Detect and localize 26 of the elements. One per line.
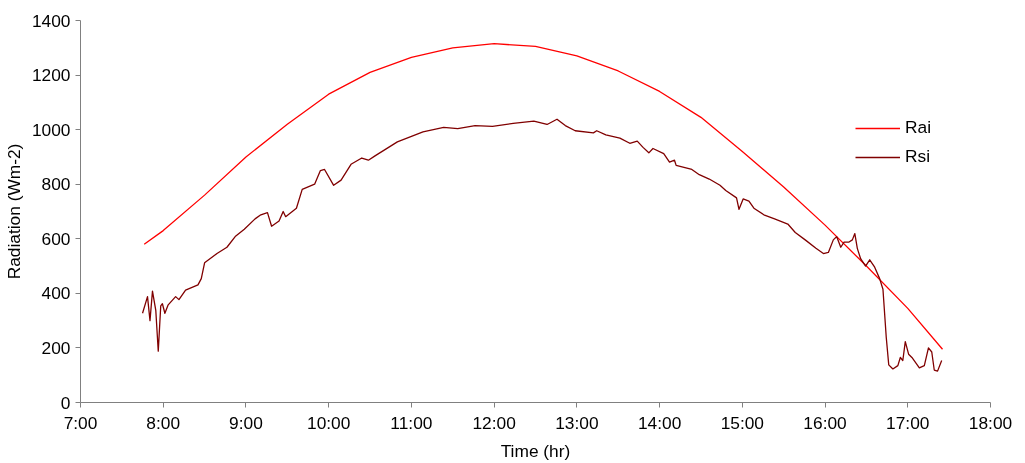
x-tick-label: 11:00 — [390, 412, 433, 433]
x-tick-label: 8:00 — [146, 412, 181, 433]
x-tick-label: 10:00 — [307, 412, 351, 433]
x-tick-label: 14:00 — [637, 412, 682, 433]
x-tick-label: 9:00 — [229, 412, 263, 433]
legend-label: Rai — [905, 117, 932, 138]
x-axis-title: Time (hr) — [500, 440, 571, 461]
y-tick-label: 800 — [41, 174, 71, 195]
x-tick-label: 16:00 — [803, 412, 847, 433]
x-tick-label: 7:00 — [63, 412, 98, 433]
x-tick-label: 18:00 — [968, 412, 1013, 433]
y-tick-label: 400 — [41, 283, 71, 304]
y-tick-label: 1400 — [31, 10, 71, 31]
y-tick-label: 200 — [41, 337, 71, 358]
y-axis-title: Radiation (Wm-2) — [3, 143, 24, 280]
y-tick-label: 1200 — [31, 65, 71, 86]
y-tick-label: 1000 — [31, 119, 71, 140]
line-series — [143, 43, 944, 350]
x-tick-label: 15:00 — [720, 412, 765, 433]
x-tick-label: 17:00 — [886, 412, 930, 433]
legend-label: Rsi — [905, 146, 932, 167]
y-tick-label: 0 — [60, 392, 71, 413]
x-tick-label: 12:00 — [472, 412, 516, 433]
line-series — [141, 118, 943, 372]
x-tick-label: 13:00 — [555, 412, 599, 433]
y-tick-label: 600 — [41, 228, 71, 249]
